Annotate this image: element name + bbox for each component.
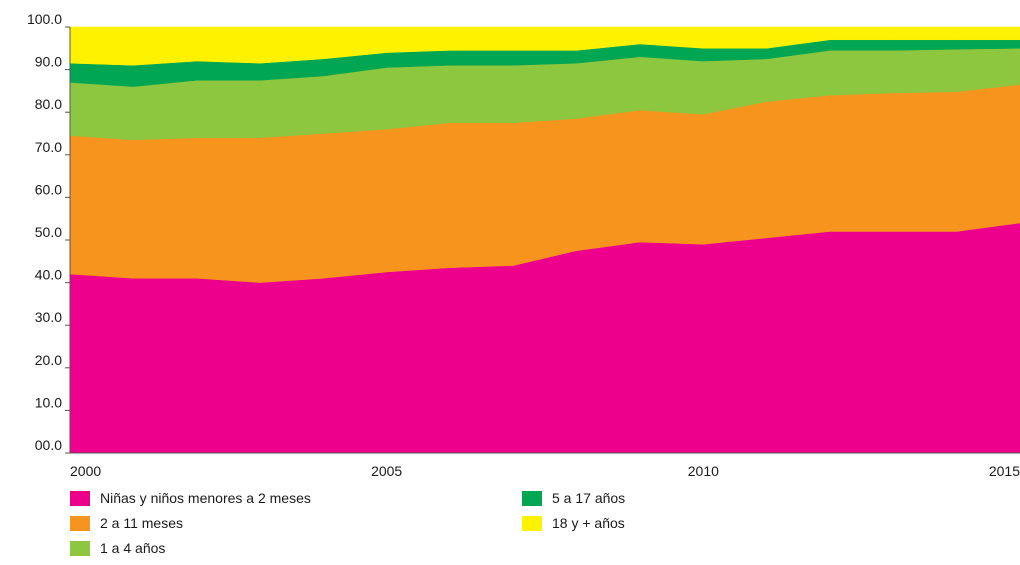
legend-swatch (70, 515, 90, 531)
legend-swatch (522, 515, 542, 531)
legend-swatch (70, 540, 90, 556)
x-axis: 2000 2005 2010 2015 (70, 452, 1020, 479)
legend-label: 18 y + años (552, 515, 625, 531)
legend-swatch (70, 490, 90, 506)
legend-label: 1 a 4 años (100, 540, 166, 556)
y-tick-label: 50.0 (35, 224, 62, 240)
stacked-area-chart: 00.0 10.0 20.0 30.0 40.0 50.0 60.0 70.0 80.0 90.0… (27, 11, 1020, 479)
y-tick-label: 10.0 (35, 394, 62, 410)
legend-label: Niñas y niños menores a 2 meses (100, 490, 311, 506)
area-layer (69, 26, 1020, 454)
y-tick-label: 20.0 (35, 352, 62, 368)
x-tick-label: 2005 (371, 463, 402, 479)
y-tick-label: 80.0 (35, 96, 62, 112)
legend-item-ninas-y-ninos-menores-a-2-meses: Niñas y niños menores a 2 meses (70, 490, 311, 506)
area-series-18-y-anos (69, 26, 1020, 66)
x-tick-label: 2015 (989, 463, 1020, 479)
legend-swatch (522, 490, 542, 506)
y-tick-label: 30.0 (35, 309, 62, 325)
y-tick-label: 90.0 (35, 54, 62, 70)
y-tick-label: 60.0 (35, 181, 62, 197)
legend-item-5-a-17-anos: 5 a 17 años (522, 490, 625, 506)
y-axis: 00.0 10.0 20.0 30.0 40.0 50.0 60.0 70.0 80.0 90.0… (27, 11, 71, 454)
y-tick-label: 00.0 (35, 437, 62, 453)
legend-item-1-a-4-anos: 1 a 4 años (70, 540, 165, 556)
y-tick-label: 40.0 (35, 267, 62, 283)
x-tick-label: 2000 (70, 463, 101, 479)
x-tick-label: 2010 (688, 463, 719, 479)
legend-item-2-a-11-meses: 2 a 11 meses (70, 515, 183, 531)
legend-item-18-y-anos: 18 y + años (522, 515, 625, 531)
y-tick-label: 70.0 (35, 139, 62, 155)
legend-label: 5 a 17 años (552, 490, 626, 506)
chart-legend: Niñas y niños menores a 2 meses 2 a 11 me… (70, 490, 970, 565)
legend-label: 2 a 11 meses (100, 515, 184, 531)
y-tick-label: 100.0 (27, 11, 62, 27)
